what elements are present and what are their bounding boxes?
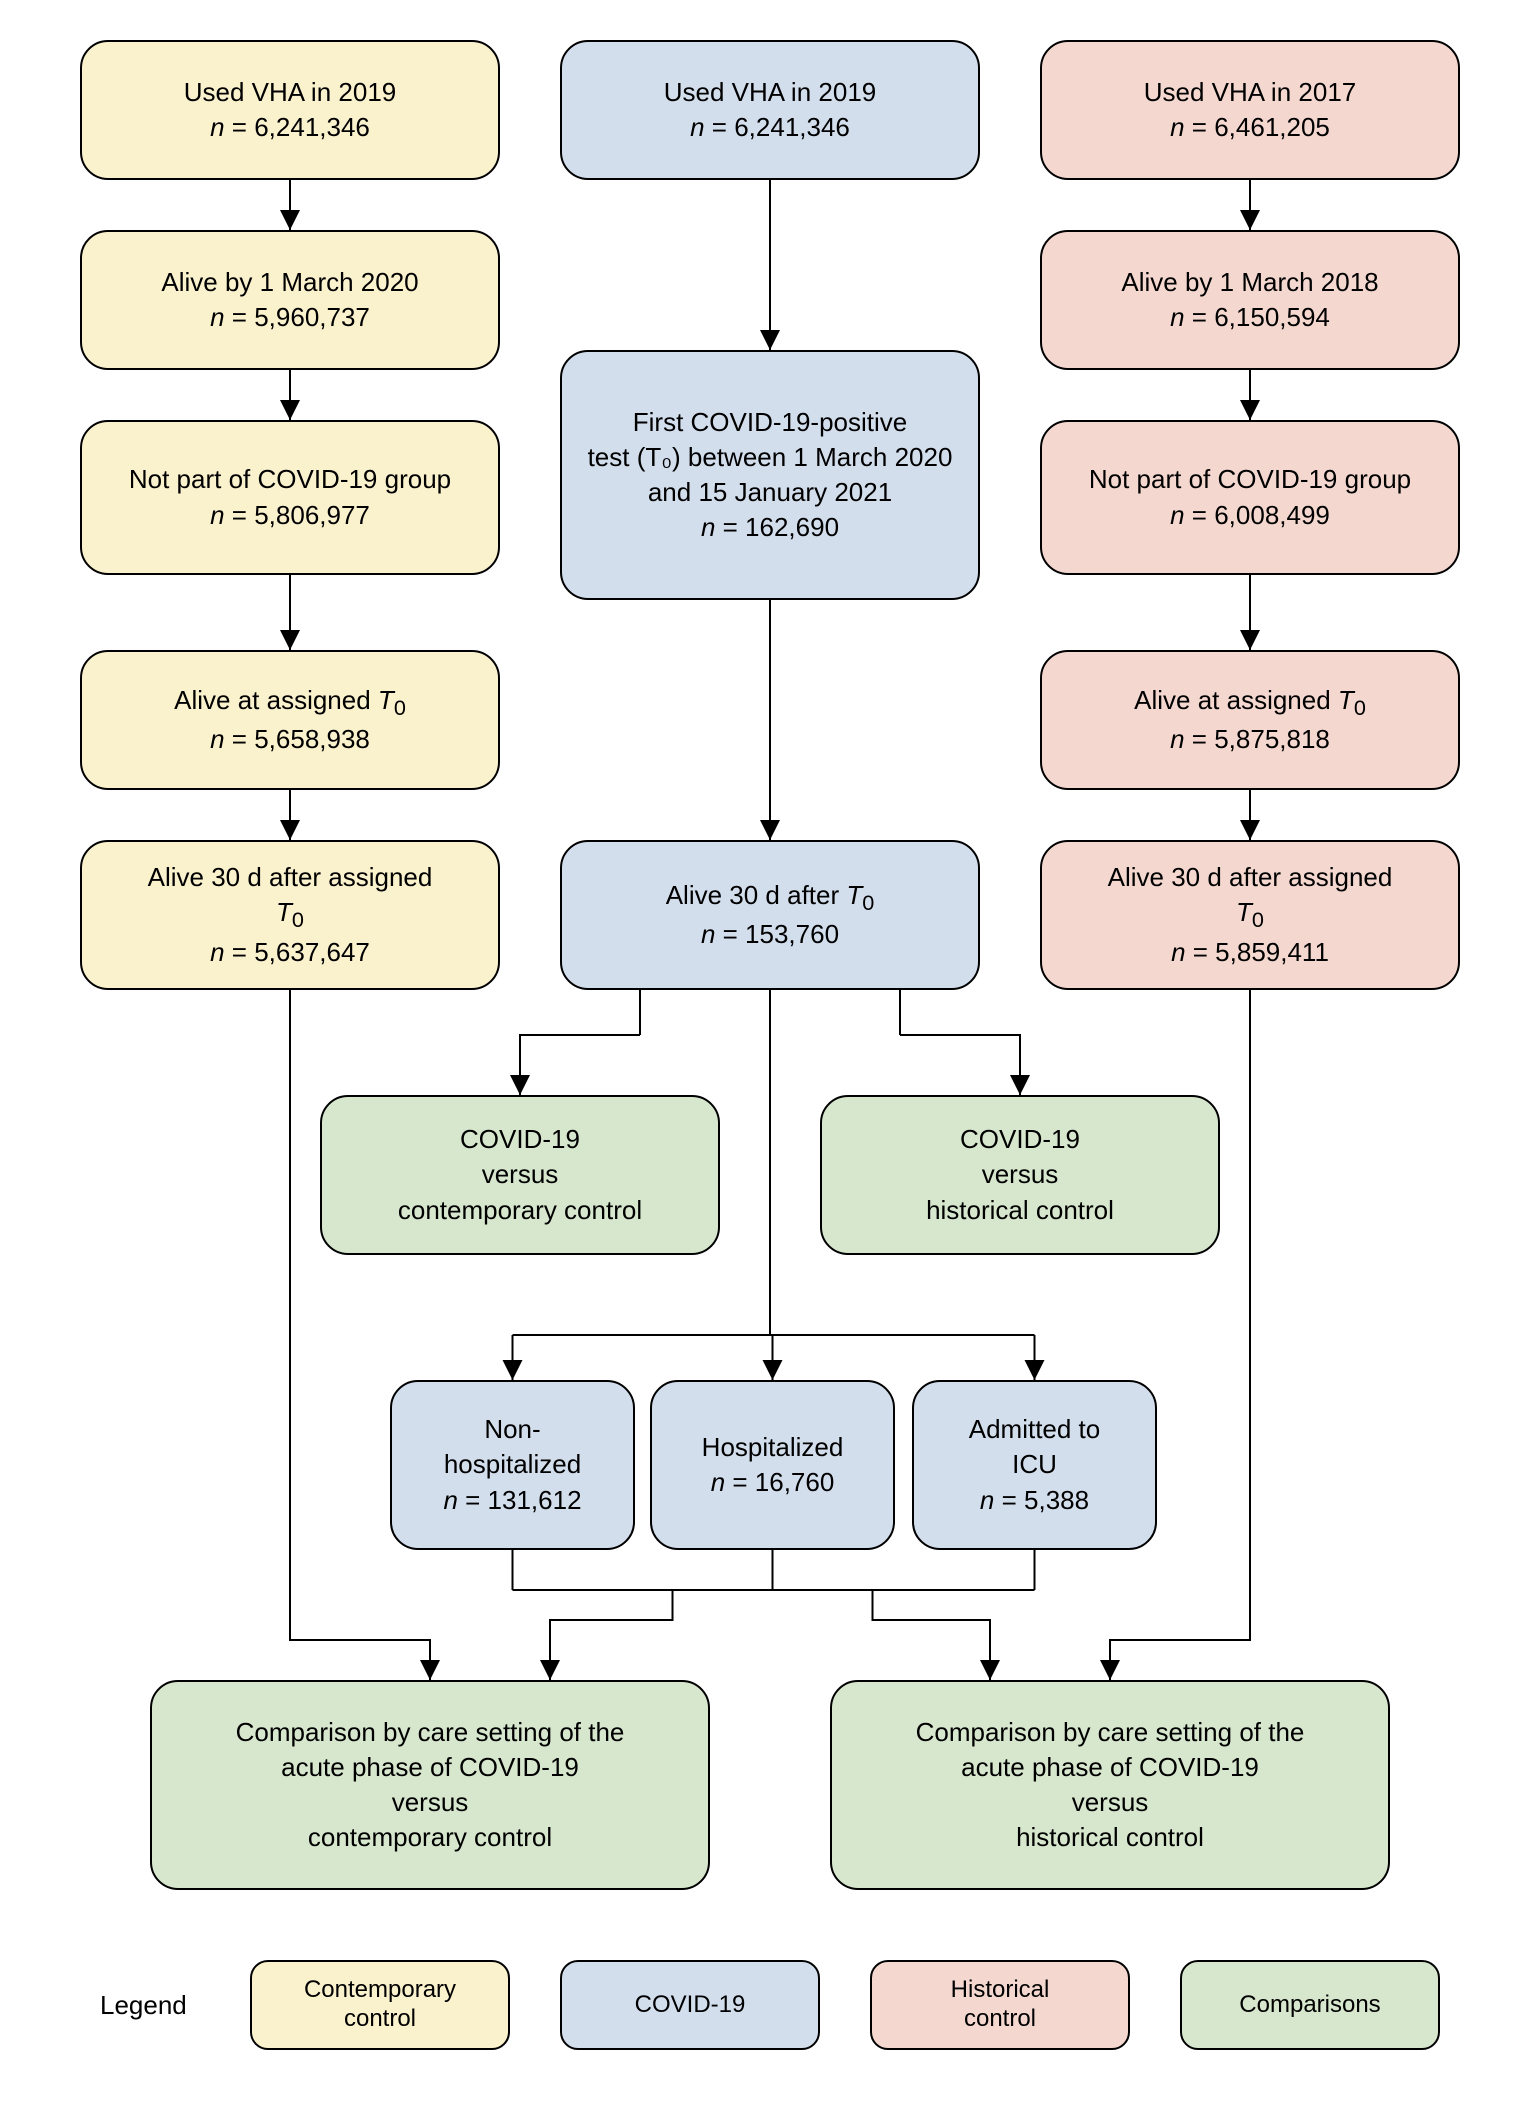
flow-R-4: Alive 30 d after assignedT0n = 5,859,411 (1040, 840, 1460, 990)
flow-L-3: Alive at assigned T0n = 5,658,938 (80, 650, 500, 790)
legend-blue: COVID-19 (560, 1960, 820, 2050)
flow-R-2: Not part of COVID-19 groupn = 6,008,499 (1040, 420, 1460, 575)
legend-yellow: Contemporary control (250, 1960, 510, 2050)
cmp-caresetting-vs-historical: Comparison by care setting of theacute p… (830, 1680, 1390, 1890)
legend-green: Comparisons (1180, 1960, 1440, 2050)
flow-L-2: Not part of COVID-19 groupn = 5,806,977 (80, 420, 500, 575)
flow-L-4: Alive 30 d after assignedT0n = 5,637,647 (80, 840, 500, 990)
flow-L-0: Used VHA in 2019n = 6,241,346 (80, 40, 500, 180)
legend-pink: Historical control (870, 1960, 1130, 2050)
care-2: Admitted toICUn = 5,388 (912, 1380, 1157, 1550)
legend-label: Legend (100, 1990, 187, 2021)
flow-R-3: Alive at assigned T0n = 5,875,818 (1040, 650, 1460, 790)
flow-R-0: Used VHA in 2017n = 6,461,205 (1040, 40, 1460, 180)
flow-L-1: Alive by 1 March 2020n = 5,960,737 (80, 230, 500, 370)
care-0: Non-hospitalizedn = 131,612 (390, 1380, 635, 1550)
care-1: Hospitalizedn = 16,760 (650, 1380, 895, 1550)
cmp-covid-vs-contemporary: COVID-19versuscontemporary control (320, 1095, 720, 1255)
flow-M-0: Used VHA in 2019n = 6,241,346 (560, 40, 980, 180)
cmp-caresetting-vs-contemporary: Comparison by care setting of theacute p… (150, 1680, 710, 1890)
flow-M-2: Alive 30 d after T0n = 153,760 (560, 840, 980, 990)
cmp-covid-vs-historical: COVID-19versushistorical control (820, 1095, 1220, 1255)
flow-R-1: Alive by 1 March 2018n = 6,150,594 (1040, 230, 1460, 370)
flow-M-1: First COVID-19-positivetest (T₀) between… (560, 350, 980, 600)
